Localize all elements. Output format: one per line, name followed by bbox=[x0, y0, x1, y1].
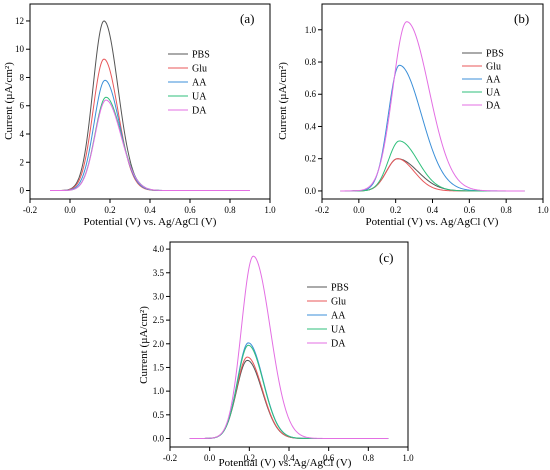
panel-b-y-axis-label: Current (µA/cm²) bbox=[277, 62, 289, 140]
panel-a-plot: -0.2 0.0 0.2 0.4 0.6 0.8 1.0 0 2 4 6 8 10 12 bbox=[15, 3, 276, 215]
x-tick-label: 0.4 bbox=[427, 205, 439, 215]
y-tick-label: 3.5 bbox=[153, 268, 165, 278]
series-line-da bbox=[189, 255, 389, 439]
y-tick-label: 0.0 bbox=[153, 433, 165, 443]
x-tick-label: 1.0 bbox=[402, 453, 414, 463]
y-tick-label: 0.6 bbox=[305, 89, 317, 99]
y-tick-label: 1.0 bbox=[305, 25, 317, 35]
y-tick-label: 3.0 bbox=[153, 291, 165, 301]
panel-b-plot: -0.2 0.0 0.2 0.4 0.6 0.8 1.0 0.0 0.2 0.4 0.6 0.8 1.0 bbox=[305, 3, 549, 215]
x-tick-label: -0.2 bbox=[163, 453, 177, 463]
y-tick-label: 2.5 bbox=[153, 315, 165, 325]
y-tick-label: 4.0 bbox=[153, 244, 165, 254]
legend-label-da: DA bbox=[331, 339, 346, 350]
panel-c-plot: -0.2 0.0 0.2 0.4 0.6 0.8 1.0 0.0 0.5 1.0 1.5 2.0 2.5… bbox=[153, 241, 414, 463]
y-tick-label: 1.5 bbox=[153, 362, 165, 372]
panel-c-x-axis-label: Potential (V) vs. Ag/AgCl (V) bbox=[219, 457, 352, 469]
x-tick-label: 0.4 bbox=[283, 453, 295, 463]
legend-label-glu: Glu bbox=[486, 62, 501, 73]
legend-label-pbs: PBS bbox=[331, 283, 349, 294]
x-tick-label: 0.2 bbox=[104, 205, 115, 215]
legend-label-aa: AA bbox=[486, 75, 501, 86]
legend-label-da: DA bbox=[192, 106, 207, 117]
panel-b-label: (b) bbox=[514, 11, 529, 26]
legend-label-pbs: PBS bbox=[192, 50, 210, 61]
y-tick-label: 6 bbox=[20, 101, 25, 111]
y-tick-label: 0.4 bbox=[305, 121, 317, 131]
panel-a-legend: PBS Glu AA UA DA bbox=[168, 50, 210, 117]
x-tick-label: 0.6 bbox=[184, 205, 196, 215]
y-tick-label: 2 bbox=[20, 157, 25, 167]
legend-label-glu: Glu bbox=[192, 64, 207, 75]
x-tick-label: 0.8 bbox=[224, 205, 236, 215]
x-tick-label: 1.0 bbox=[537, 205, 549, 215]
series-line-da bbox=[50, 99, 250, 192]
y-tick-label: 0.2 bbox=[305, 154, 316, 164]
panel-b-x-axis-label: Potential (V) vs. Ag/AgCl (V) bbox=[366, 216, 499, 228]
x-tick-label: -0.2 bbox=[315, 205, 329, 215]
x-tick-label: 0.0 bbox=[353, 205, 365, 215]
legend-label-aa: AA bbox=[192, 78, 207, 89]
legend-label-da: DA bbox=[486, 101, 501, 112]
y-tick-label: 12 bbox=[15, 16, 24, 26]
series-line-da bbox=[340, 21, 525, 192]
x-tick-label: 0.0 bbox=[64, 205, 76, 215]
y-tick-label: 0.5 bbox=[153, 410, 165, 420]
panel-b-legend: PBS Glu AA UA DA bbox=[462, 49, 504, 112]
y-tick-label: 1.0 bbox=[153, 386, 165, 396]
x-tick-label: 0.8 bbox=[501, 205, 513, 215]
legend-label-ua: UA bbox=[192, 92, 207, 103]
legend-label-glu: Glu bbox=[331, 297, 346, 308]
panel-a-y-axis-label: Current (µA/cm²) bbox=[3, 62, 15, 140]
panel-a-x-axis-label: Potential (V) vs. Ag/AgCl (V) bbox=[84, 216, 217, 228]
y-tick-label: 8 bbox=[20, 72, 25, 82]
x-tick-label: 0.0 bbox=[204, 453, 216, 463]
panel-c: -0.2 0.0 0.2 0.4 0.6 0.8 1.0 0.0 0.5 1.0 1.5 2.0 2.5… bbox=[138, 241, 414, 469]
y-tick-label: 0.0 bbox=[305, 186, 317, 196]
x-tick-label: 0.2 bbox=[390, 205, 401, 215]
x-tick-label: -0.2 bbox=[23, 205, 37, 215]
y-tick-label: 0 bbox=[20, 186, 25, 196]
panel-c-legend: PBS Glu AA UA DA bbox=[307, 283, 349, 350]
legend-label-aa: AA bbox=[331, 311, 346, 322]
y-tick-label: 2.0 bbox=[153, 339, 165, 349]
y-tick-label: 0.8 bbox=[305, 57, 317, 67]
x-tick-label: 0.4 bbox=[144, 205, 156, 215]
panel-a-label: (a) bbox=[240, 11, 254, 26]
x-tick-label: 0.6 bbox=[323, 453, 335, 463]
panel-a: -0.2 0.0 0.2 0.4 0.6 0.8 1.0 0 2 4 6 8 10 12 (a) Pote… bbox=[3, 3, 276, 228]
panel-c-label: (c) bbox=[379, 250, 393, 265]
x-tick-label: 1.0 bbox=[264, 205, 276, 215]
x-tick-label: 0.8 bbox=[363, 453, 375, 463]
y-tick-label: 10 bbox=[15, 44, 25, 54]
legend-label-ua: UA bbox=[486, 88, 501, 99]
panel-b: -0.2 0.0 0.2 0.4 0.6 0.8 1.0 0.0 0.2 0.4 0.6 0.8 1.0… bbox=[277, 3, 549, 228]
panel-c-y-axis-label: Current (µA/cm²) bbox=[138, 306, 150, 384]
y-tick-label: 4 bbox=[20, 129, 25, 139]
x-tick-label: 0.2 bbox=[244, 453, 255, 463]
legend-label-ua: UA bbox=[331, 325, 346, 336]
x-tick-label: 0.6 bbox=[464, 205, 476, 215]
legend-label-pbs: PBS bbox=[486, 49, 504, 60]
